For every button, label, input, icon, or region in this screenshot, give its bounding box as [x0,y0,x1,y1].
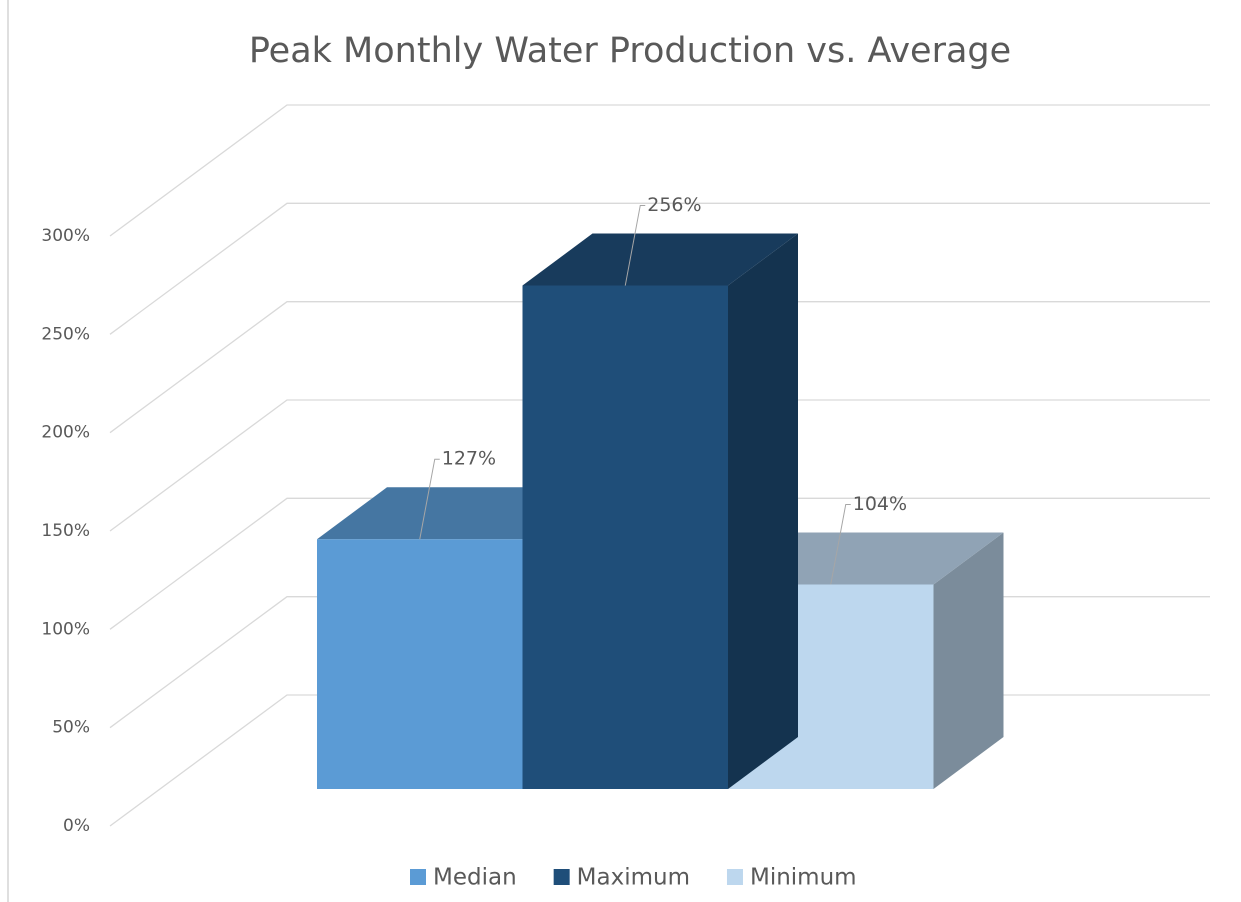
grid-line [109,497,1210,630]
data-label: 256% [647,194,701,216]
legend-label: Minimum [750,865,857,891]
bar [522,233,798,790]
legend-label: Median [433,865,517,891]
leader-line [624,205,646,286]
y-tick-label: 100% [41,619,90,639]
legend-swatch [553,869,570,885]
bar-front [522,285,728,789]
bar-front [317,539,523,789]
y-tick-label: 200% [41,423,90,443]
leader-line [419,458,440,540]
grid-line [109,399,1210,532]
data-label: 127% [442,448,496,470]
y-tick-label: 300% [41,226,90,246]
y-tick-label: 0% [63,816,90,836]
legend-label: Maximum [577,865,690,891]
bar-side [933,532,1004,789]
y-tick-label: 150% [41,521,90,541]
bar-top [522,233,798,286]
bar-side [728,233,798,790]
data-label: 104% [853,493,907,515]
leader-line [830,503,851,585]
legend-swatch [410,869,426,885]
y-tick-label: 50% [52,718,90,738]
grid-line [109,104,1210,237]
y-tick-label: 250% [41,324,90,344]
legend-swatch [726,869,743,885]
chart-title: Peak Monthly Water Production vs. Averag… [249,31,1011,71]
grid-line [109,301,1210,434]
grid-line [109,202,1210,335]
